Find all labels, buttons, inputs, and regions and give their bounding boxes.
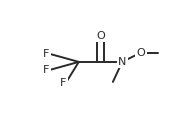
Text: F: F [43,49,49,59]
Text: O: O [136,48,145,58]
Text: F: F [43,65,49,75]
Text: N: N [118,57,126,67]
Text: O: O [96,31,105,41]
Text: F: F [60,78,66,88]
